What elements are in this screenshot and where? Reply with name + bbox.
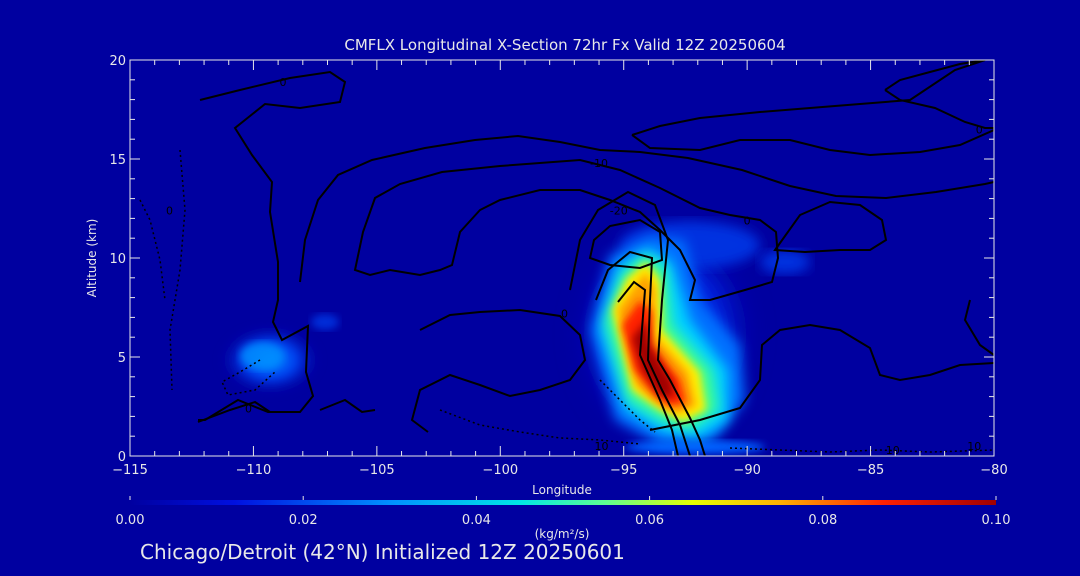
contour-label: 0	[280, 76, 287, 89]
y-axis: 0 5 10 15 20	[109, 54, 994, 465]
contour-label: 0	[245, 402, 252, 415]
contour-label: 10	[886, 444, 900, 457]
x-tick-label: −110	[236, 463, 272, 478]
contour-label: 0	[561, 307, 568, 320]
colorbar-label: (kg/m²/s)	[535, 527, 590, 541]
colorbar-tick-label: 0.06	[635, 513, 664, 528]
x-tick-label: −85	[857, 463, 884, 478]
contour-label: 0	[976, 123, 983, 136]
x-axis: −115 −110 −105 −100 −95 −90 −85 −80	[112, 60, 1008, 478]
colorbar-tick-label: 0.00	[116, 513, 145, 528]
colorbar-tick-label: 0.02	[289, 513, 318, 528]
x-axis-label: Longitude	[532, 483, 592, 497]
contour-label: -20	[610, 204, 628, 217]
colorbar-tick-label: 0.04	[462, 513, 491, 528]
y-tick-label: 15	[109, 153, 126, 168]
flux-surface-band	[625, 440, 765, 454]
x-tick-label: −100	[482, 463, 518, 478]
dashed-contours	[139, 149, 994, 453]
x-tick-label: −95	[610, 463, 637, 478]
y-tick-label: 20	[109, 54, 126, 69]
x-tick-label: −90	[733, 463, 760, 478]
y-tick-label: 0	[118, 450, 126, 465]
contour-label: 10	[967, 440, 981, 453]
contour-label: 10	[594, 440, 608, 453]
chart-title: CMFLX Longitudinal X-Section 72hr Fx Val…	[344, 36, 785, 54]
contour-labels: 0 -10 -20 0 0 0 0 0 10 10 10	[166, 76, 983, 457]
colorbar-tick-label: 0.08	[808, 513, 837, 528]
y-tick-label: 10	[109, 252, 126, 267]
contour-label: 0	[744, 214, 751, 227]
flux-field	[218, 220, 810, 454]
contour-label: 0	[166, 204, 173, 217]
x-tick-label: −80	[980, 463, 1007, 478]
footer-caption: Chicago/Detroit (42°N) Initialized 12Z 2…	[140, 540, 625, 564]
colorbar-ticks: 0.00 0.02 0.04 0.06 0.08 0.10	[116, 496, 1011, 528]
contour-label: -10	[590, 157, 608, 170]
x-tick-label: −105	[359, 463, 395, 478]
x-tick-label: −115	[112, 463, 148, 478]
colorbar	[130, 500, 996, 505]
colorbar-tick-label: 0.10	[982, 513, 1011, 528]
contours	[197, 60, 994, 456]
y-axis-label: Altitude (km)	[85, 219, 99, 298]
y-tick-label: 5	[118, 351, 126, 366]
plot-area	[130, 60, 994, 456]
